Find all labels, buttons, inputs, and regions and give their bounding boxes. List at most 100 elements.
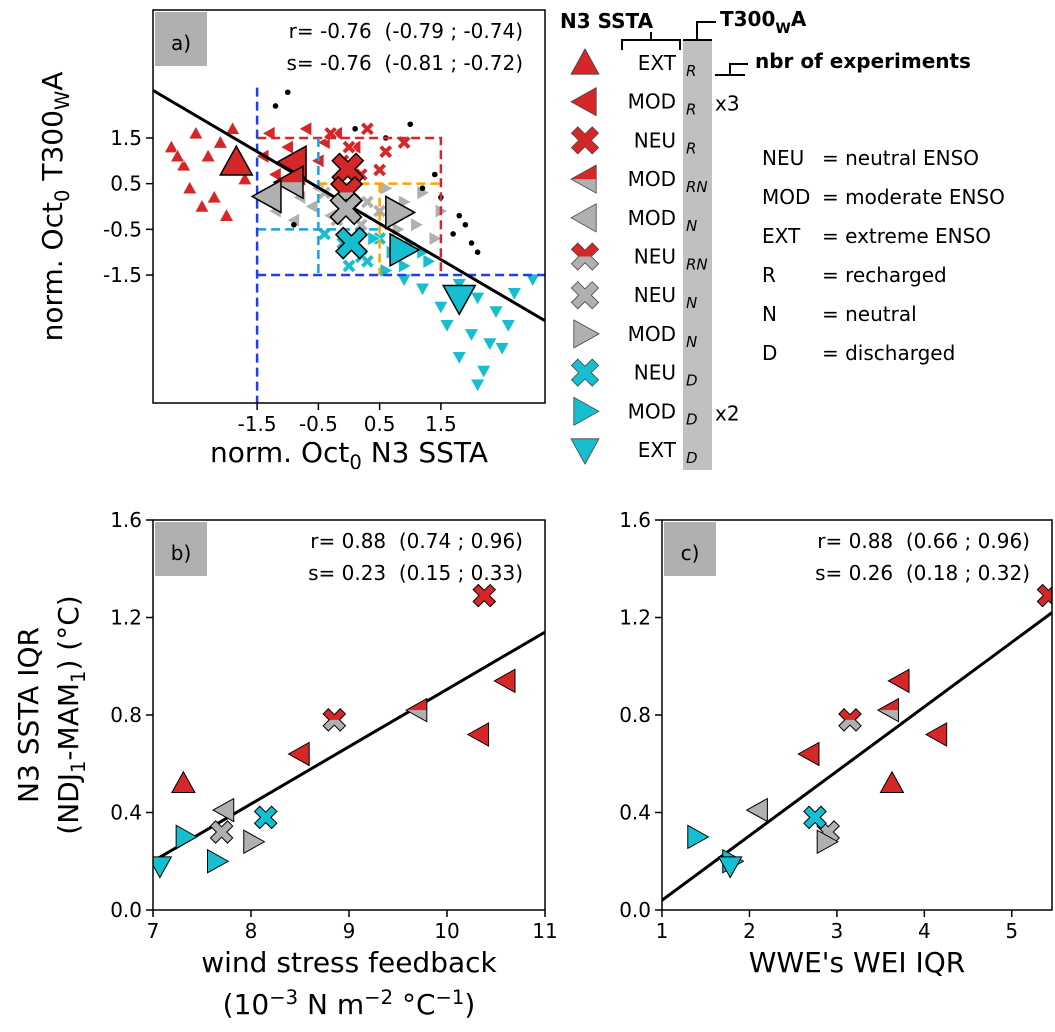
experiment-marker	[322, 708, 347, 732]
legend-state: RN	[686, 256, 708, 274]
experiment-marker	[287, 741, 310, 767]
y-axis-label-part: norm. Oct	[36, 202, 69, 341]
definition-text: = recharged	[822, 263, 947, 287]
cloud-point	[500, 319, 516, 333]
x-tick-label: 1.5	[425, 412, 457, 436]
experiment-marker	[687, 824, 710, 850]
x-tick-label: 7	[147, 919, 160, 943]
cloud-point	[194, 198, 210, 213]
experiment-marker	[924, 722, 948, 747]
definition-text: = moderate ENSO	[822, 185, 1005, 209]
experiment-marker	[219, 144, 254, 176]
legend-state: R	[686, 62, 696, 80]
legend-header: N3 SSTA	[560, 9, 654, 33]
legend-label: NEU	[634, 283, 676, 307]
legend-label: NEU	[634, 361, 676, 385]
definition-key: N	[762, 302, 777, 326]
legend-header: nbr of experiments	[755, 49, 971, 73]
cloud-point	[456, 212, 463, 219]
x-tick-label: 11	[532, 919, 557, 943]
experiment-marker	[250, 179, 282, 214]
cloud-point	[414, 282, 431, 297]
y-tick-label: -0.5	[103, 217, 142, 241]
legend-state: D	[686, 372, 698, 390]
x-tick-label: -0.5	[299, 412, 338, 436]
definition-key: MOD	[762, 185, 810, 209]
cloud-point	[169, 148, 186, 163]
definition-key: R	[762, 263, 776, 287]
marker-fill	[274, 166, 303, 183]
experiment-marker	[153, 856, 173, 879]
cloud-point	[451, 351, 467, 365]
legend-header-part: W	[775, 21, 790, 37]
y-tick-label: 0.8	[619, 703, 651, 727]
y-tick-label: 0.4	[110, 801, 142, 825]
y-tick-label: 0.0	[619, 898, 651, 922]
state-bar	[683, 40, 712, 470]
experiment-marker	[209, 820, 234, 844]
y-tick-label: 1.5	[110, 126, 142, 150]
experiment-marker	[329, 192, 363, 226]
cloud-point	[476, 365, 492, 379]
cloud-point	[372, 162, 387, 178]
stats-text: r= 0.88 (0.74 ; 0.96)	[310, 529, 523, 553]
cloud-point	[280, 139, 294, 155]
experiment-marker	[389, 232, 421, 268]
plot-area	[153, 520, 545, 910]
legend-state: R	[686, 139, 696, 157]
legend-label: NEU	[634, 128, 676, 152]
y-tick-label: 0.5	[110, 172, 142, 196]
x-tick-label: 1	[656, 919, 669, 943]
cloud-point	[291, 221, 297, 228]
cloud-point	[218, 208, 235, 222]
marker-fill	[877, 698, 899, 711]
experiment-marker	[717, 856, 743, 879]
x-axis-label-part: wind stress feedback	[201, 946, 497, 979]
y-tick-label: 0.0	[110, 898, 142, 922]
cloud-point	[304, 198, 319, 215]
legend-label: MOD	[628, 90, 676, 114]
marker-edge	[570, 242, 600, 271]
legend-marker	[570, 203, 597, 233]
y-axis-label-part: (NDJ	[52, 773, 85, 835]
cloud-point	[237, 171, 253, 185]
cloud-point	[398, 258, 412, 274]
x-axis-label-part: N m	[298, 988, 364, 1021]
cloud-point	[163, 139, 179, 153]
stats-text: s= 0.26 (0.18 ; 0.32)	[815, 561, 1030, 585]
x-axis-label-part: N3 SSTA	[362, 436, 488, 469]
y-tick-label: 1.2	[619, 606, 651, 630]
x-tick-label: 9	[343, 919, 356, 943]
experiment-marker	[405, 697, 428, 723]
legend-label: MOD	[628, 399, 676, 423]
cloud-point	[482, 337, 498, 352]
legend-label: MOD	[628, 322, 676, 346]
x-tick-label: 4	[918, 919, 931, 943]
legend-state: D	[686, 449, 698, 467]
legend-marker	[570, 358, 600, 387]
y-axis-label-part: T300	[36, 110, 69, 189]
legend-marker	[570, 48, 600, 75]
cloud-point	[212, 134, 228, 149]
marker-fill	[331, 176, 363, 193]
panel-label: b)	[171, 541, 192, 565]
marker-fill	[838, 708, 862, 720]
experiment-marker	[207, 848, 230, 874]
x-axis-label-part: (10	[223, 988, 270, 1021]
definition-text: = extreme ENSO	[822, 224, 991, 248]
panel-label: a)	[171, 31, 191, 55]
y-tick-label: 0.8	[110, 703, 142, 727]
definition-key: D	[762, 341, 777, 365]
legend-header-part: A	[791, 7, 807, 31]
x-axis-label-part: )	[464, 988, 475, 1021]
legend-marker	[570, 242, 600, 271]
cloud-point	[407, 121, 414, 128]
y-axis-label-part: -MAM	[52, 683, 85, 761]
experiment-marker	[797, 741, 820, 767]
experiment-marker	[272, 165, 304, 200]
legend-header-part: T300	[720, 7, 775, 31]
cloud-point	[431, 171, 438, 178]
experiment-marker	[1036, 583, 1052, 608]
legend-state: N	[686, 294, 697, 312]
y-axis-label-part: ) (°C)	[52, 595, 85, 670]
